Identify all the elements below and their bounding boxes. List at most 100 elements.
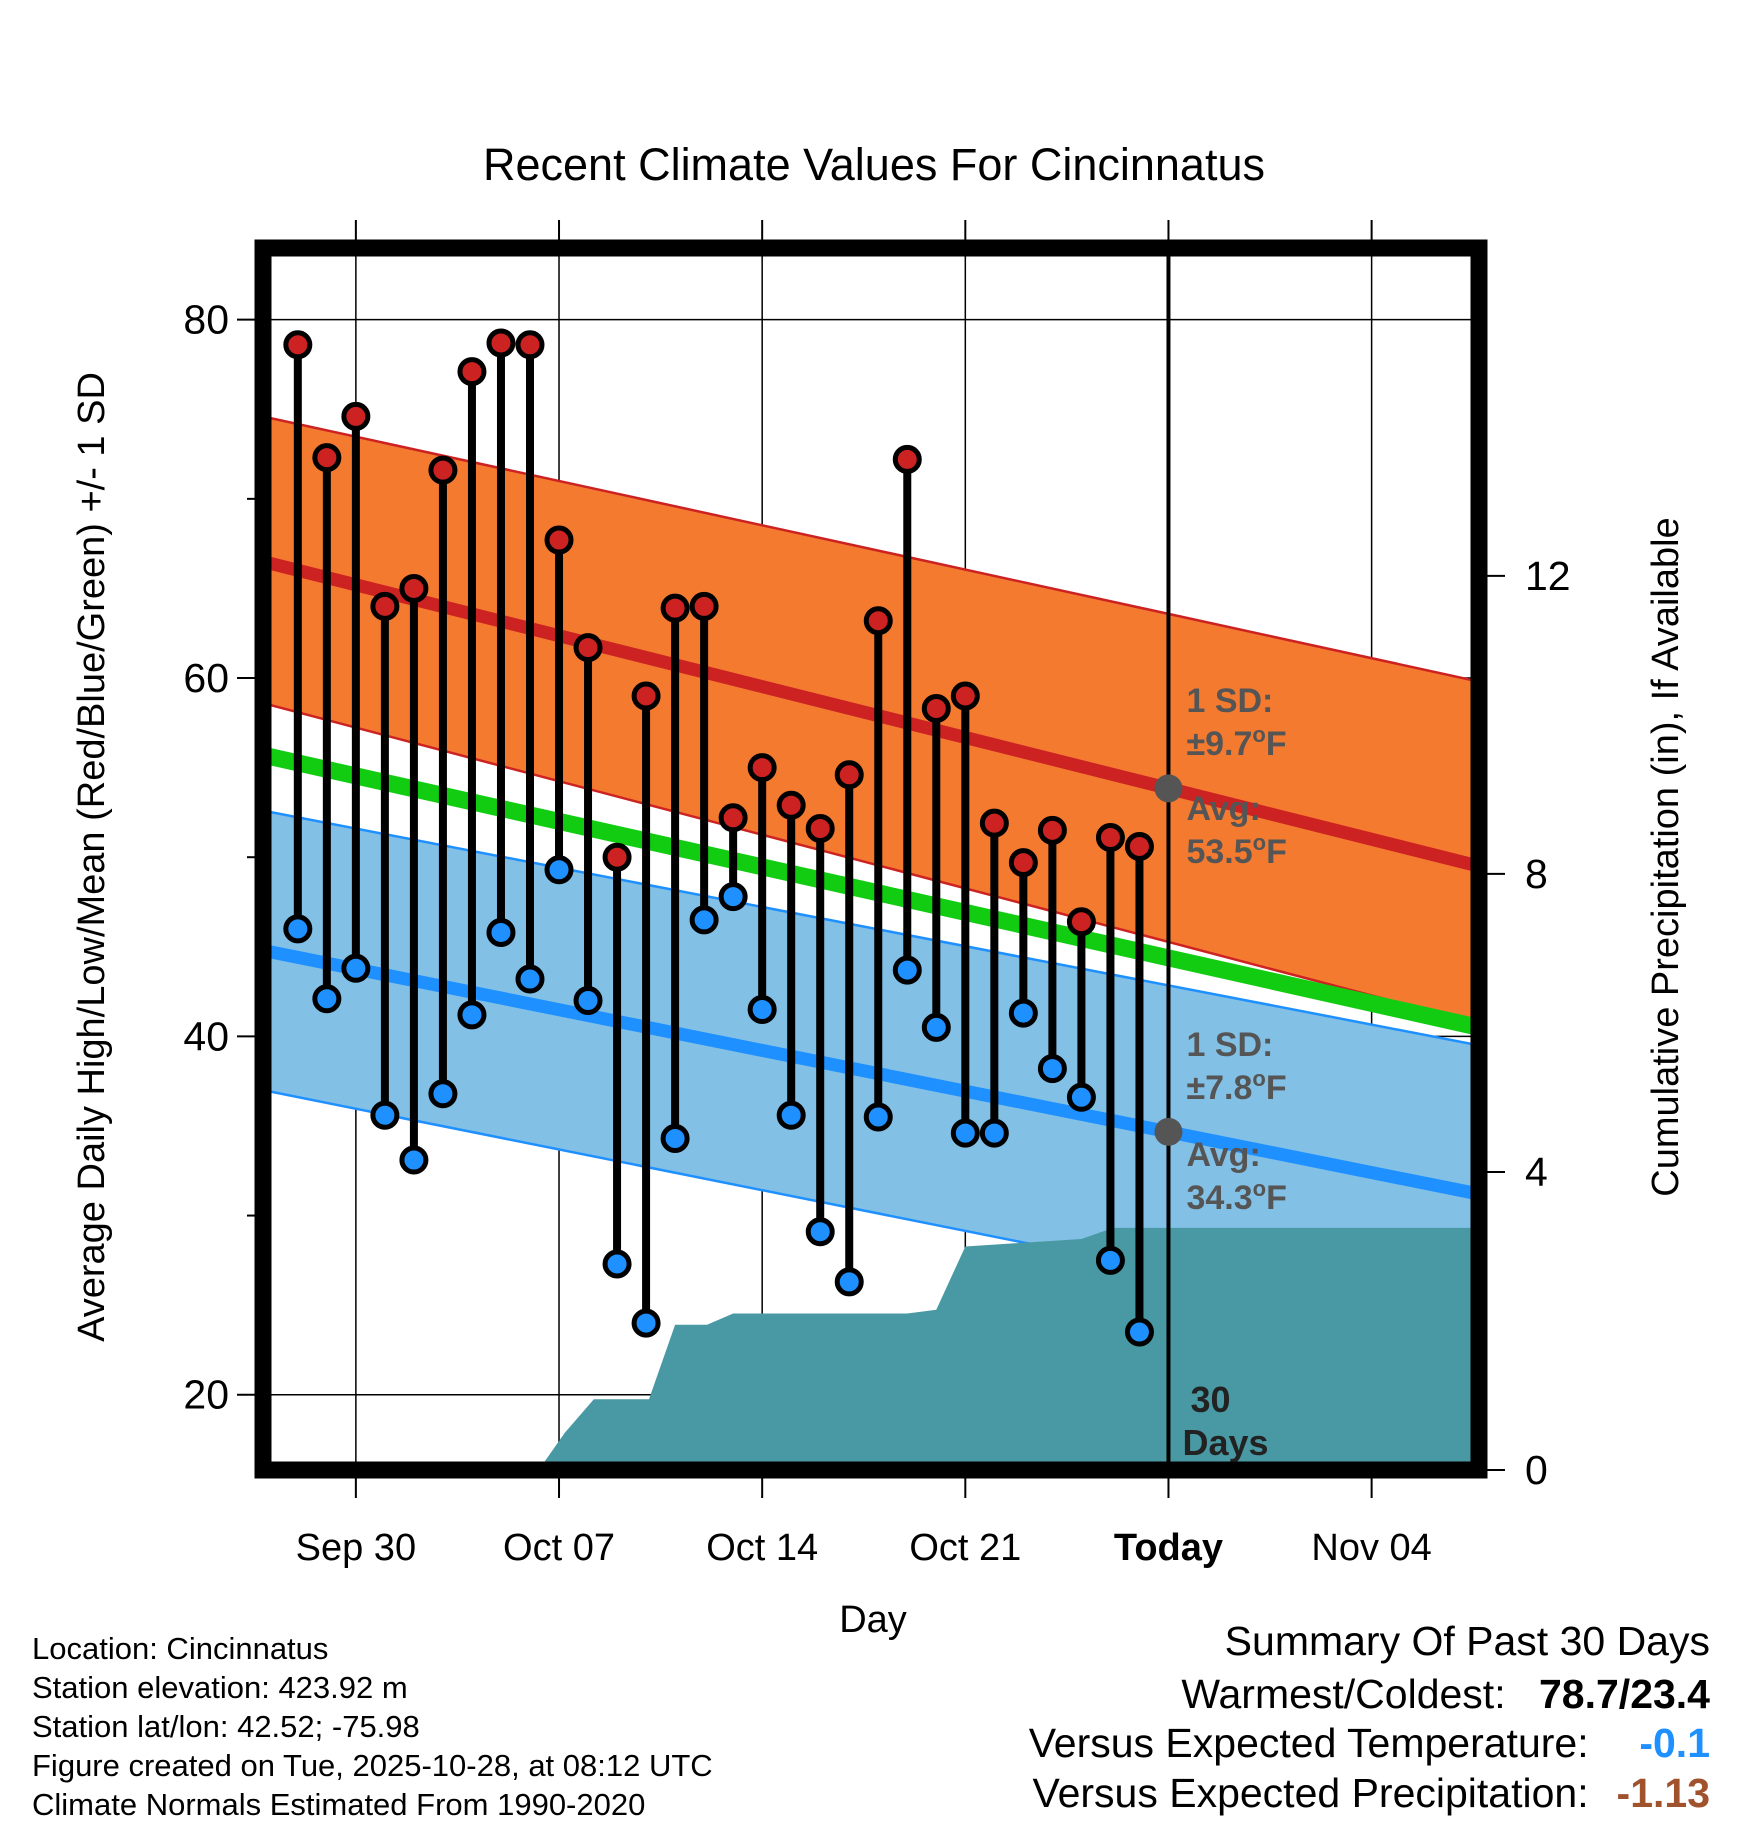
precip-value: -1.13 (1616, 1770, 1710, 1816)
x-tick-label: Sep 30 (296, 1527, 416, 1569)
days-label: Days (1182, 1422, 1268, 1463)
low-sd-value: ±7.8oF (1186, 1066, 1286, 1107)
daily-high-marker (428, 455, 458, 485)
daily-low-marker (312, 984, 342, 1014)
warm-cold-label: Warmest/Coldest: (1181, 1671, 1506, 1717)
low-avg-label: Avg: (1186, 1136, 1260, 1174)
x-tick-label: Oct 21 (909, 1527, 1021, 1569)
daily-high-marker (573, 633, 603, 663)
daily-low-marker (602, 1249, 632, 1279)
daily-high-marker (370, 591, 400, 621)
daily-high-marker (631, 681, 661, 711)
footer-created: Figure created on Tue, 2025-10-28, at 08… (32, 1748, 713, 1783)
daily-high-marker (718, 803, 748, 833)
daily-high-marker (921, 693, 951, 723)
days-count: 30 (1190, 1379, 1230, 1420)
daily-high-marker (1124, 831, 1154, 861)
daily-low-marker (834, 1267, 864, 1297)
low-avg-value: 34.3oF (1186, 1176, 1286, 1217)
mean-normal-line (263, 746, 1479, 1036)
daily-high-marker (544, 525, 574, 555)
warm-cold-value: 78.7/23.4 (1539, 1671, 1710, 1717)
y2-tick-label: 8 (1525, 851, 1548, 897)
daily-low-marker (631, 1308, 661, 1338)
summary-title: Summary Of Past 30 Days (1224, 1618, 1710, 1664)
daily-high-marker (486, 328, 516, 358)
footer-normals: Climate Normals Estimated From 1990-2020 (32, 1787, 646, 1822)
daily-low-marker (776, 1100, 806, 1130)
daily-low-marker (1008, 998, 1038, 1028)
precip-label: Versus Expected Precipitation: (1032, 1770, 1589, 1816)
daily-high-marker (515, 330, 545, 360)
summary-temp: Versus Expected Temperature: -0.1 (1029, 1720, 1710, 1767)
y2-tick-label: 12 (1525, 553, 1571, 599)
high-avg-marker (1154, 774, 1183, 803)
summary-warm-cold: Warmest/Coldest: 78.7/23.4 (1181, 1671, 1710, 1718)
footer-elevation: Station elevation: 423.92 m (32, 1670, 408, 1705)
daily-high-marker (1008, 848, 1038, 878)
high-avg-value: 53.5oF (1186, 830, 1286, 871)
y-tick-label: 40 (183, 1013, 229, 1059)
daily-high-marker (457, 357, 487, 387)
chart-title: Recent Climate Values For Cincinnatus (483, 139, 1265, 190)
plot-content (263, 248, 1479, 1470)
daily-high-marker (689, 591, 719, 621)
high-normal-line (263, 555, 1479, 873)
y2-tick-label: 0 (1525, 1447, 1548, 1493)
daily-high-marker (805, 814, 835, 844)
footer-latlon: Station lat/lon: 42.52; -75.98 (32, 1709, 420, 1744)
daily-high-marker (1066, 907, 1096, 937)
daily-low-marker (1066, 1082, 1096, 1112)
plot-frame (254, 239, 1488, 1479)
daily-low-marker (1095, 1245, 1125, 1275)
y-tick-label: 20 (183, 1372, 229, 1418)
y2-tick-label: 4 (1525, 1149, 1548, 1195)
high-sd-label: 1 SD: (1186, 682, 1273, 720)
daily-high-marker (834, 760, 864, 790)
daily-low-marker (863, 1102, 893, 1132)
y-tick-label: 80 (183, 297, 229, 343)
daily-low-marker (805, 1217, 835, 1247)
daily-low-marker (341, 953, 371, 983)
daily-high-marker (602, 842, 632, 872)
y-axis-label: Average Daily High/Low/Mean (Red/Blue/Gr… (71, 372, 113, 1342)
daily-high-marker (660, 593, 690, 623)
daily-high-marker (1037, 815, 1067, 845)
daily-high-marker (1095, 822, 1125, 852)
daily-low-marker (457, 1000, 487, 1030)
daily-low-marker (1037, 1054, 1067, 1084)
daily-low-marker (573, 986, 603, 1016)
daily-low-marker (892, 955, 922, 985)
daily-high-marker (863, 606, 893, 636)
high-avg-label: Avg: (1186, 790, 1260, 828)
x-tick-label: Today (1114, 1527, 1223, 1569)
summary-precip: Versus Expected Precipitation: -1.13 (1033, 1770, 1711, 1817)
daily-low-marker (399, 1145, 429, 1175)
daily-low-marker (747, 995, 777, 1025)
x-axis-label: Day (839, 1599, 907, 1641)
daily-high-marker (341, 401, 371, 431)
y2-axis-label: Cumulative Precipitation (in), If Availa… (1645, 517, 1687, 1196)
daily-low-marker (718, 882, 748, 912)
daily-high-marker (399, 573, 429, 603)
low-sd-label: 1 SD: (1186, 1026, 1273, 1064)
daily-low-marker (283, 914, 313, 944)
daily-high-marker (892, 444, 922, 474)
low-normal-line (263, 944, 1479, 1201)
x-tick-label: Oct 14 (706, 1527, 818, 1569)
daily-low-marker (979, 1118, 1009, 1148)
high-sd-value: ±9.7oF (1186, 722, 1286, 763)
daily-low-marker (689, 905, 719, 935)
daily-high-marker (747, 753, 777, 783)
daily-high-marker (312, 443, 342, 473)
precip-area (538, 1227, 1479, 1470)
daily-low-marker (544, 855, 574, 885)
daily-high-marker (979, 808, 1009, 838)
daily-low-marker (1124, 1317, 1154, 1347)
daily-high-marker (283, 330, 313, 360)
y-tick-label: 60 (183, 655, 229, 701)
x-tick-label: Oct 07 (503, 1527, 615, 1569)
footer-location: Location: Cincinnatus (32, 1631, 329, 1666)
daily-low-marker (515, 964, 545, 994)
